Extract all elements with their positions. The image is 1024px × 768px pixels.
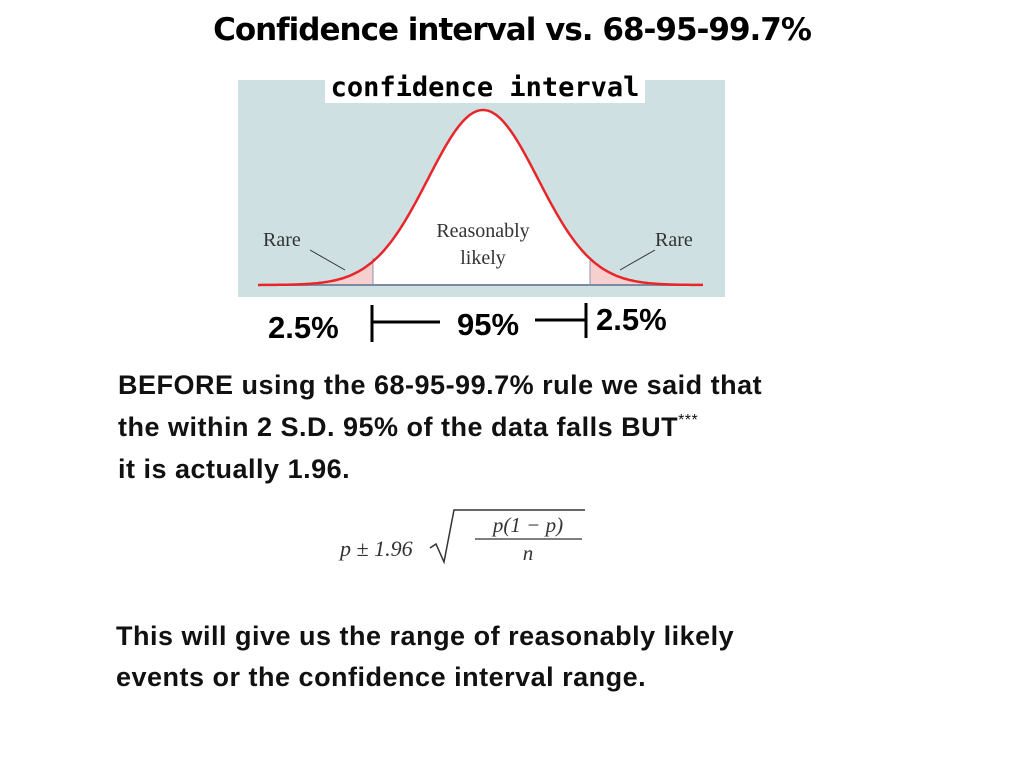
right-tail: [590, 258, 676, 285]
formula-denominator: n: [523, 541, 534, 565]
figure-label: confidence interval: [331, 72, 640, 103]
center-pct: 95%: [457, 307, 519, 342]
formula-left: p ± 1.96: [338, 536, 413, 561]
center-area: [373, 110, 590, 285]
text: the within 2 S.D. 95% of the data falls …: [118, 412, 679, 442]
center-label: Reasonably: [436, 220, 529, 242]
label-box: [325, 73, 645, 103]
rare-left: Rare: [263, 229, 301, 251]
left-pct: 2.5%: [268, 310, 339, 345]
paragraph-line: events or the confidence interval range.: [116, 662, 647, 692]
paragraph-line: This will give us the range of reasonabl…: [116, 621, 735, 651]
normal-curve: [258, 108, 703, 287]
right-pct: 2.5%: [596, 302, 667, 337]
formula-numerator: p(1 − p): [491, 513, 563, 537]
center-label: likely: [460, 247, 506, 269]
paragraph-line: it is actually 1.96.: [118, 454, 351, 484]
arrow: [619, 249, 656, 271]
paragraph-line: BEFORE using the 68-95-99.7% rule we sai…: [118, 370, 763, 400]
arrow: [309, 249, 346, 271]
rare-right: Rare: [655, 229, 693, 251]
left-tail: [290, 261, 373, 285]
paragraph-line: the within 2 S.D. 95% of the data falls …: [118, 412, 698, 443]
superscript: ***: [678, 412, 699, 429]
radical: [429, 509, 585, 565]
title: Confidence interval vs. 68-95-99.7%: [213, 12, 812, 48]
